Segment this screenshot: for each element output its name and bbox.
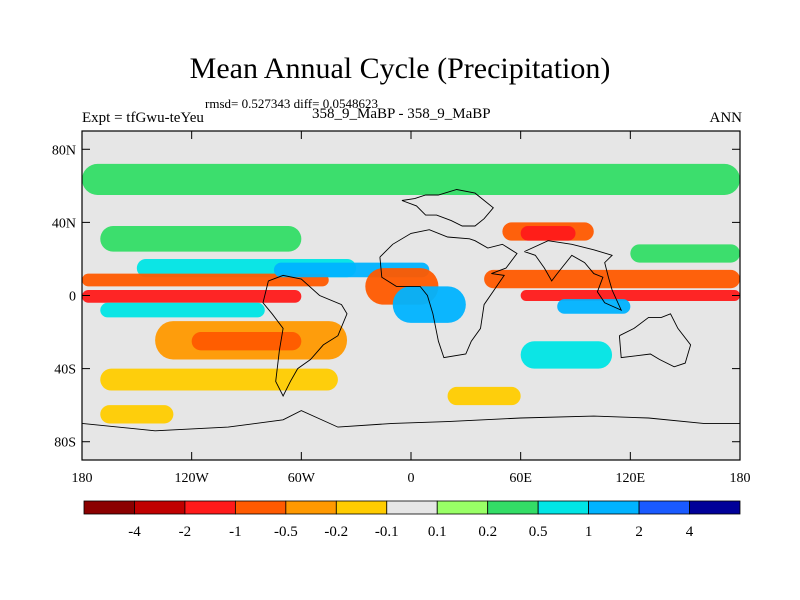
x-tick-label-2: 60W [288,471,316,486]
field-band-19 [447,386,521,406]
y-tick-label-4: 80S [54,436,76,451]
x-tick-label-0: 180 [72,471,93,486]
experiment-label: Expt = tfGwu-teYeu [82,110,204,126]
colorbar-label-3: -0.5 [274,524,298,540]
field-band-16 [520,290,740,301]
coastline-eurasia [401,189,494,227]
field-band-0 [82,163,740,195]
x-tick-label-5: 120E [616,471,646,486]
coastline-south-america [262,274,348,398]
field-band-1 [100,226,302,252]
x-tick-label-1: 120W [175,471,210,486]
coastline-australia [618,313,692,368]
field-band-9 [100,368,338,391]
colorbar-box-6 [386,500,438,515]
x-tick-label-3: 0 [408,471,415,486]
colorbar-box-3 [234,500,287,515]
case-label: 358_9_MaBP - 358_9_MaBP [312,106,491,122]
colorbar-label-6: 0.1 [428,524,447,540]
field-band-12 [392,286,466,323]
x-tick-label-6: 180 [730,471,751,486]
x-tick-label-4: 60E [509,471,532,486]
colorbar-box-11 [638,500,690,515]
colorbar-label-8: 0.5 [529,524,548,540]
field-band-10 [100,405,174,424]
coastline-india-seasia [524,240,623,311]
y-tick-label-2: 0 [69,290,76,305]
coastline-antarctica [82,410,740,432]
colorbar-box-10 [588,500,640,515]
colorbar-box-5 [335,500,388,515]
y-tick-label-1: 40N [52,216,76,231]
continent-outlines [82,189,740,432]
colorbar-label-0: -4 [128,524,141,540]
colorbar-box-0 [83,500,135,515]
field-band-14 [520,226,576,241]
colorbar-box-7 [436,500,489,515]
field-band-4 [82,290,302,303]
colorbar-box-1 [134,500,186,515]
colorbar-box-8 [487,500,539,515]
field-layer [82,163,740,424]
field-band-6 [100,302,265,318]
field-band-15 [484,269,740,289]
y-tick-label-3: 40S [54,363,76,378]
colorbar-label-4: -0.2 [324,524,348,540]
colorbar-box-4 [285,500,337,515]
rmsd-diff-stats: rmsd= 0.527343 diff= 0.0548623 [205,96,378,111]
colorbar-label-7: 0.2 [478,524,497,540]
chart-title: Mean Annual Cycle (Precipitation) [189,52,611,85]
field-band-3 [82,273,329,287]
field-band-20 [630,244,740,263]
colorbar-box-2 [184,500,236,515]
axis-ticks: 180 120W 60W 0 60E 120E 180 80N 40N 0 40S 80S [52,131,751,486]
y-tick-label-0: 80N [52,143,76,158]
colorbar-box-9 [537,500,590,515]
field-band-18 [520,341,613,369]
field-band-17 [557,299,631,314]
coastline-africa-arabia [379,229,518,359]
season-label: ANN [709,110,743,126]
colorbar-label-10: 2 [635,524,643,540]
colorbar-label-1: -2 [179,524,192,540]
colorbar: -4 -2 -1 -0.5 -0.2 -0.1 0.1 0.2 0.5 1 2 4 [83,500,741,540]
colorbar-box-12 [689,500,741,515]
colorbar-label-5: -0.1 [375,524,399,540]
colorbar-label-9: 1 [585,524,593,540]
field-band-8 [191,332,302,351]
colorbar-label-2: -1 [229,524,242,540]
colorbar-label-11: 4 [686,524,694,540]
